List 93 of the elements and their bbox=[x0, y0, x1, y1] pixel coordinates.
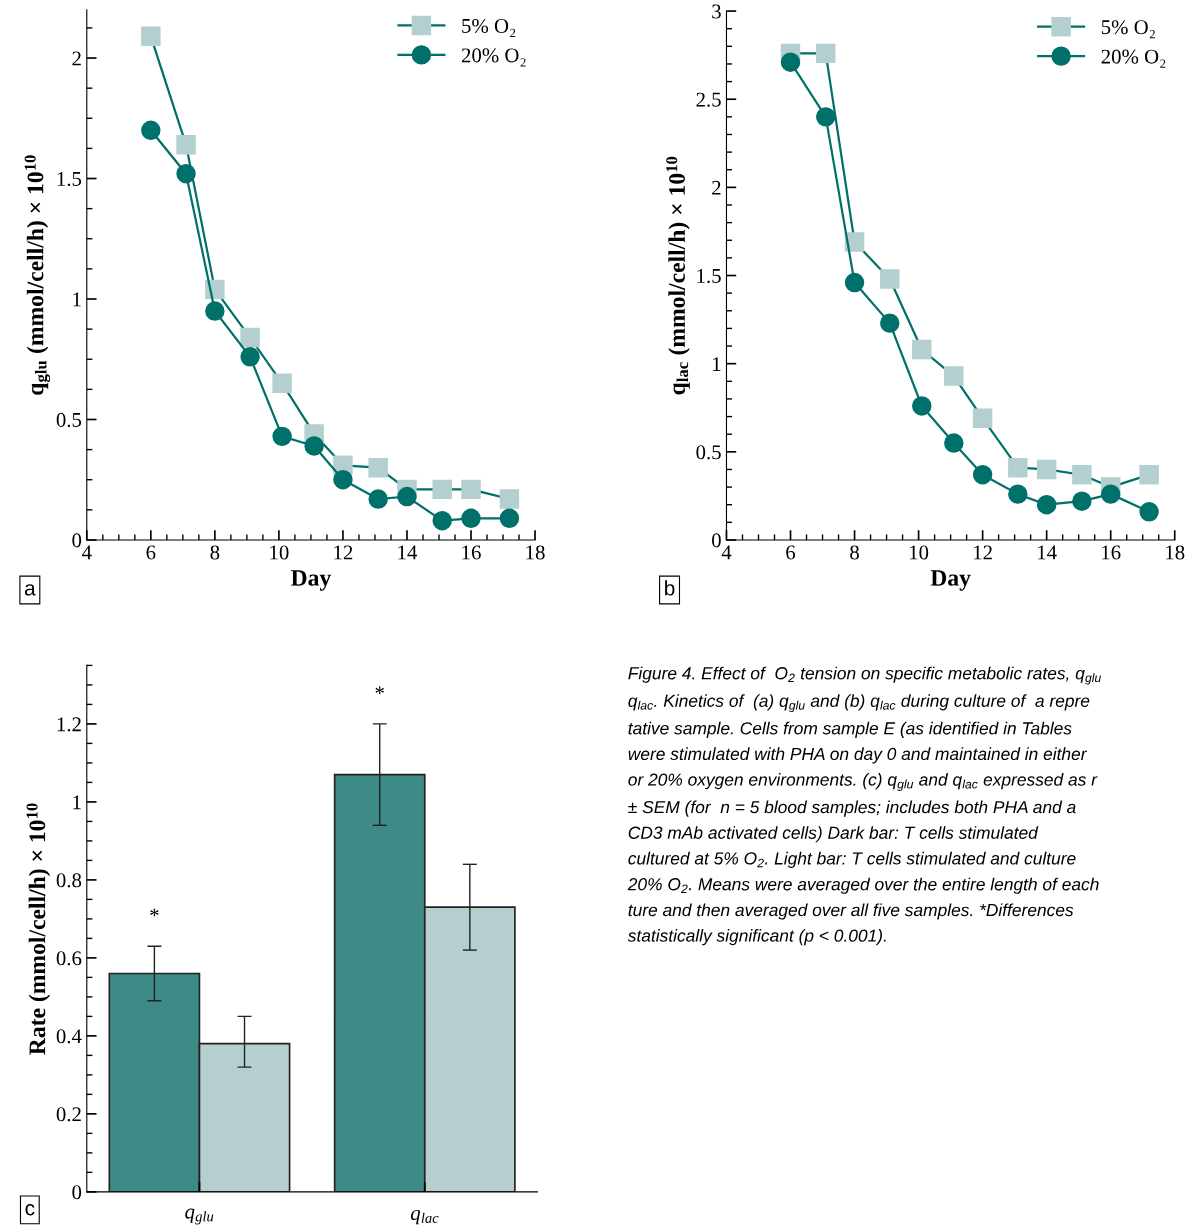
point bbox=[333, 470, 353, 490]
point bbox=[1072, 465, 1092, 485]
y-tick-label: 0.5 bbox=[56, 412, 82, 428]
point bbox=[1072, 491, 1092, 511]
point bbox=[844, 272, 865, 293]
point bbox=[461, 508, 481, 529]
point bbox=[912, 339, 932, 360]
point bbox=[880, 269, 900, 289]
point bbox=[461, 479, 481, 500]
point bbox=[499, 489, 520, 509]
point bbox=[1008, 457, 1028, 478]
point bbox=[499, 508, 520, 529]
x-tick-label: 10 bbox=[270, 545, 289, 560]
point bbox=[1008, 484, 1028, 504]
point bbox=[944, 433, 964, 453]
point bbox=[141, 120, 161, 141]
x-tick-label: 12 bbox=[974, 545, 992, 560]
x-tick-label: 12 bbox=[334, 545, 353, 560]
point bbox=[944, 366, 964, 386]
legend-label: 20% O₂ bbox=[461, 48, 526, 67]
x-tick-label: 6 bbox=[786, 545, 796, 560]
y-tick-label: 2 bbox=[72, 51, 81, 66]
x-tick-label: 18 bbox=[1166, 545, 1185, 560]
y-axis-title: q$_{glu}$ (mmol/cell/h) × 10$^{10}$ bbox=[24, 155, 51, 395]
x-axis-title: Day bbox=[291, 570, 332, 591]
point bbox=[397, 486, 417, 507]
y-tick-label: 1 bbox=[73, 795, 81, 810]
y-tick-label: 0.4 bbox=[56, 1029, 82, 1044]
y-tick-label: 0.2 bbox=[56, 1107, 81, 1122]
y-tick-label: 1.5 bbox=[697, 268, 721, 284]
x-tick-label: 14 bbox=[1038, 545, 1057, 560]
y-tick-label: 0.8 bbox=[56, 873, 82, 888]
point bbox=[176, 135, 196, 155]
point bbox=[816, 43, 836, 64]
x-tick-label: 6 bbox=[146, 545, 156, 560]
point bbox=[272, 373, 292, 394]
point bbox=[368, 457, 388, 478]
point bbox=[780, 52, 801, 72]
point bbox=[368, 489, 388, 509]
point bbox=[972, 465, 993, 485]
x-tick-label: 14 bbox=[398, 545, 418, 560]
x-tick-label: 16 bbox=[462, 545, 481, 560]
x-tick-label: q$_{lac}$ bbox=[410, 1210, 439, 1225]
y-tick-label: 2.5 bbox=[696, 92, 721, 107]
x-tick-label: 10 bbox=[910, 545, 929, 560]
point bbox=[1036, 459, 1057, 480]
y-axis-title: Rate (mmol/cell/h) × 10$^{10}$ bbox=[26, 803, 51, 1055]
point bbox=[432, 510, 452, 531]
point bbox=[912, 396, 932, 416]
point bbox=[272, 426, 292, 447]
x-tick-label: q$_{glu}$ bbox=[185, 1208, 214, 1225]
point bbox=[972, 408, 993, 429]
legend-label: 5% O₂ bbox=[1101, 20, 1155, 39]
point bbox=[141, 26, 161, 47]
point bbox=[816, 107, 836, 127]
y-tick-label: 1.5 bbox=[57, 171, 82, 187]
point bbox=[432, 479, 452, 500]
text: b bbox=[665, 580, 675, 596]
legend-label: 20% O₂ bbox=[1101, 49, 1166, 68]
y-tick-label: 0 bbox=[712, 533, 721, 548]
point bbox=[240, 327, 260, 348]
point bbox=[1139, 502, 1159, 522]
y-tick-label: 1 bbox=[713, 357, 721, 371]
text: a bbox=[24, 584, 36, 596]
point bbox=[240, 347, 260, 367]
point bbox=[1036, 494, 1057, 515]
y-tick-label: 0.5 bbox=[696, 445, 721, 460]
y-axis-title: q$_{lac}$ (mmol/cell/h) × 10$^{10}$ bbox=[666, 156, 690, 395]
point bbox=[205, 301, 225, 321]
y-tick-label: 0 bbox=[72, 533, 82, 548]
x-tick-label: 4 bbox=[82, 545, 92, 560]
y-tick-label: 1 bbox=[73, 292, 81, 307]
text: c bbox=[25, 1204, 35, 1216]
point bbox=[176, 163, 196, 184]
x-tick-label: 16 bbox=[1102, 545, 1121, 560]
x-tick-label: 8 bbox=[850, 545, 859, 560]
y-tick-label: 0 bbox=[72, 1185, 82, 1200]
point bbox=[304, 436, 324, 456]
y-tick-label: 3 bbox=[712, 4, 721, 19]
legend-label: 5% O₂ bbox=[462, 18, 516, 37]
annotation: * bbox=[150, 908, 159, 917]
point bbox=[880, 313, 900, 333]
x-axis-title: Day bbox=[930, 570, 971, 591]
x-tick-label: 4 bbox=[721, 545, 732, 560]
y-tick-label: 1.2 bbox=[57, 717, 81, 732]
x-tick-label: 18 bbox=[526, 545, 545, 560]
point bbox=[1139, 465, 1159, 485]
y-tick-label: 2 bbox=[712, 180, 721, 195]
x-tick-label: 8 bbox=[210, 545, 220, 560]
annotation: * bbox=[375, 686, 384, 695]
text: Figure 4. Effect of O$_{2}$ tension on specific metabolic rates, q$_{glu}$ q$_{lac}$. Kinetics of (a) q$_{glu}$ and (b) q$_{lac}$ during culture of a repre tative sample. Cells from sample E (as identified in Tables were stimulated with PHA on day 0 and maintained in either or 20% oxygen environments. (c) q$_{glu}$ and q$_{lac}$ expressed as r ± SEM (for n = 5 blood samples; includes both PHA and a CD3 mAb activated cells) Dark bar: T cells stimulated cultured at 5% O$_{2}$. Light bar: T cells stimulated and culture 20% O$_{2}$. Means were averaged over the entire length of each ture and then averaged over all five samples. *Differences statistically significant (p < 0.001). bbox=[627, 666, 1101, 946]
y-tick-label: 0.6 bbox=[56, 951, 82, 966]
point bbox=[1100, 484, 1121, 504]
